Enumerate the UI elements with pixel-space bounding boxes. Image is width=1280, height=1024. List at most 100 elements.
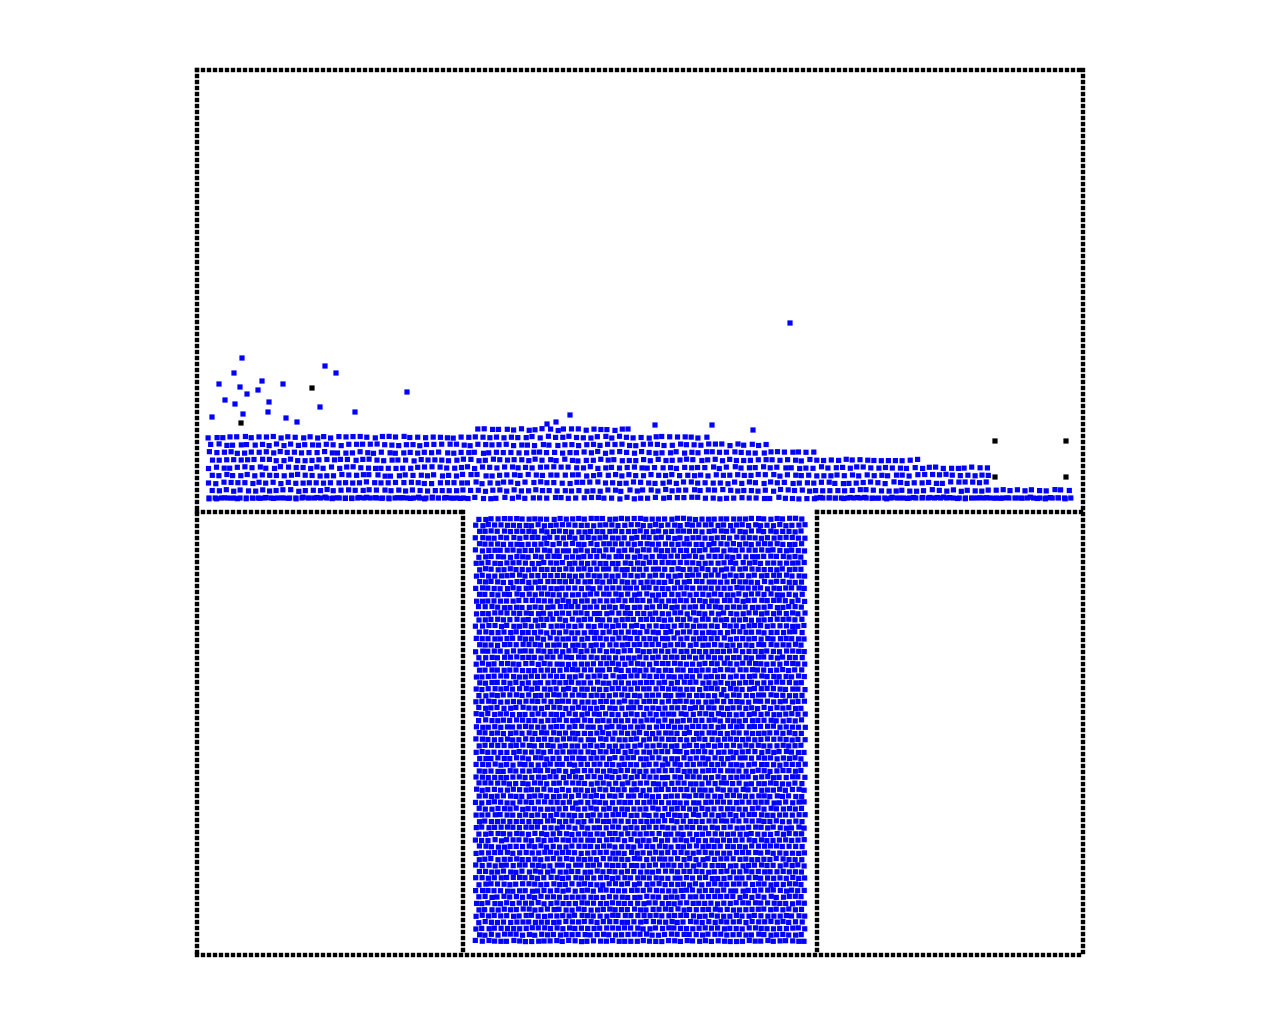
fluid-particle xyxy=(494,465,500,471)
fluid-particle xyxy=(730,932,736,938)
fluid-particle xyxy=(556,768,562,774)
boundary-particle xyxy=(1080,283,1086,289)
boundary-particle xyxy=(614,952,620,958)
boundary-particle xyxy=(460,827,466,833)
fluid-particle xyxy=(681,743,687,749)
fluid-particle xyxy=(699,781,705,787)
fluid-particle xyxy=(765,635,771,642)
fluid-particle xyxy=(632,718,638,724)
fluid-particle xyxy=(504,762,510,768)
fluid-particle xyxy=(777,913,783,919)
fluid-particle xyxy=(532,844,538,850)
fluid-particle xyxy=(792,743,798,749)
fluid-particle xyxy=(622,912,628,919)
fluid-particle xyxy=(516,737,522,743)
boundary-particle xyxy=(260,509,266,515)
fluid-particle xyxy=(504,925,511,931)
fluid-particle xyxy=(702,724,708,730)
fluid-particle xyxy=(624,516,631,522)
fluid-particle xyxy=(473,479,479,485)
fluid-particle xyxy=(479,736,485,742)
boundary-particle xyxy=(814,767,820,773)
fluid-particle xyxy=(473,724,479,730)
fluid-particle xyxy=(565,585,571,591)
boundary-particle xyxy=(278,509,284,515)
fluid-particle xyxy=(793,680,799,686)
fluid-particle xyxy=(768,591,774,597)
fluid-particle xyxy=(532,856,538,862)
fluid-particle xyxy=(551,704,557,710)
fluid-particle xyxy=(728,523,734,529)
fluid-particle xyxy=(675,906,681,912)
fluid-particle xyxy=(799,667,805,673)
fluid-particle xyxy=(758,850,764,856)
fluid-particle xyxy=(588,718,594,724)
fluid-particle xyxy=(472,494,478,500)
fluid-particle xyxy=(578,623,584,629)
fluid-particle xyxy=(560,900,566,907)
fluid-particle xyxy=(479,824,485,830)
fluid-particle xyxy=(674,604,680,610)
boundary-particle xyxy=(800,67,806,73)
fluid-particle xyxy=(798,894,804,900)
boundary-particle xyxy=(194,187,200,193)
fluid-particle xyxy=(768,717,774,723)
fluid-particle xyxy=(526,458,532,464)
fluid-particle xyxy=(485,611,491,617)
boundary-particle xyxy=(1080,409,1086,415)
fluid-particle xyxy=(740,598,746,604)
fluid-particle xyxy=(712,818,718,824)
boundary-particle xyxy=(194,529,200,535)
fluid-particle xyxy=(717,742,723,748)
fluid-particle xyxy=(483,579,489,585)
fluid-particle xyxy=(616,597,622,603)
fluid-particle xyxy=(483,705,489,711)
boundary-particle xyxy=(1080,349,1086,355)
fluid-particle xyxy=(615,535,621,541)
fluid-particle xyxy=(552,449,558,455)
fluid-particle xyxy=(504,724,510,730)
fluid-particle xyxy=(687,616,693,622)
boundary-particle xyxy=(194,661,200,667)
fluid-particle xyxy=(545,433,551,439)
fluid-particle xyxy=(724,693,730,699)
fluid-particle xyxy=(783,748,789,754)
fluid-particle xyxy=(727,736,733,742)
boundary-particle xyxy=(290,952,296,958)
boundary-particle xyxy=(460,935,466,941)
boundary-particle xyxy=(1080,883,1086,889)
boundary-particle xyxy=(494,952,500,958)
fluid-particle xyxy=(497,472,503,478)
fluid-particle xyxy=(565,495,571,501)
fluid-particle xyxy=(730,755,736,761)
fluid-particle xyxy=(759,774,765,780)
fluid-particle xyxy=(488,780,494,786)
fluid-particle xyxy=(594,566,600,572)
fluid-particle xyxy=(520,528,526,534)
boundary-particle xyxy=(1080,163,1086,169)
boundary-particle xyxy=(1080,655,1086,661)
fluid-particle xyxy=(786,579,792,585)
fluid-particle xyxy=(491,925,497,931)
fluid-particle xyxy=(656,604,663,610)
fluid-particle xyxy=(721,812,727,818)
fluid-particle xyxy=(634,548,640,554)
fluid-particle xyxy=(649,679,655,686)
fluid-particle xyxy=(687,882,693,888)
fluid-particle xyxy=(293,464,299,471)
fluid-particle xyxy=(739,686,745,693)
boundary-particle xyxy=(224,952,230,958)
fluid-particle xyxy=(619,604,625,610)
fluid-particle xyxy=(597,442,603,448)
fluid-particle xyxy=(637,654,643,660)
fluid-particle xyxy=(522,495,528,501)
fluid-particle xyxy=(270,433,276,440)
boundary-particle xyxy=(460,611,466,617)
fluid-particle xyxy=(619,932,625,938)
fluid-particle xyxy=(523,925,529,931)
fluid-particle xyxy=(537,464,543,470)
fluid-particle xyxy=(641,673,647,679)
fluid-particle xyxy=(718,567,724,573)
fluid-particle xyxy=(734,522,740,528)
fluid-particle xyxy=(581,705,587,711)
